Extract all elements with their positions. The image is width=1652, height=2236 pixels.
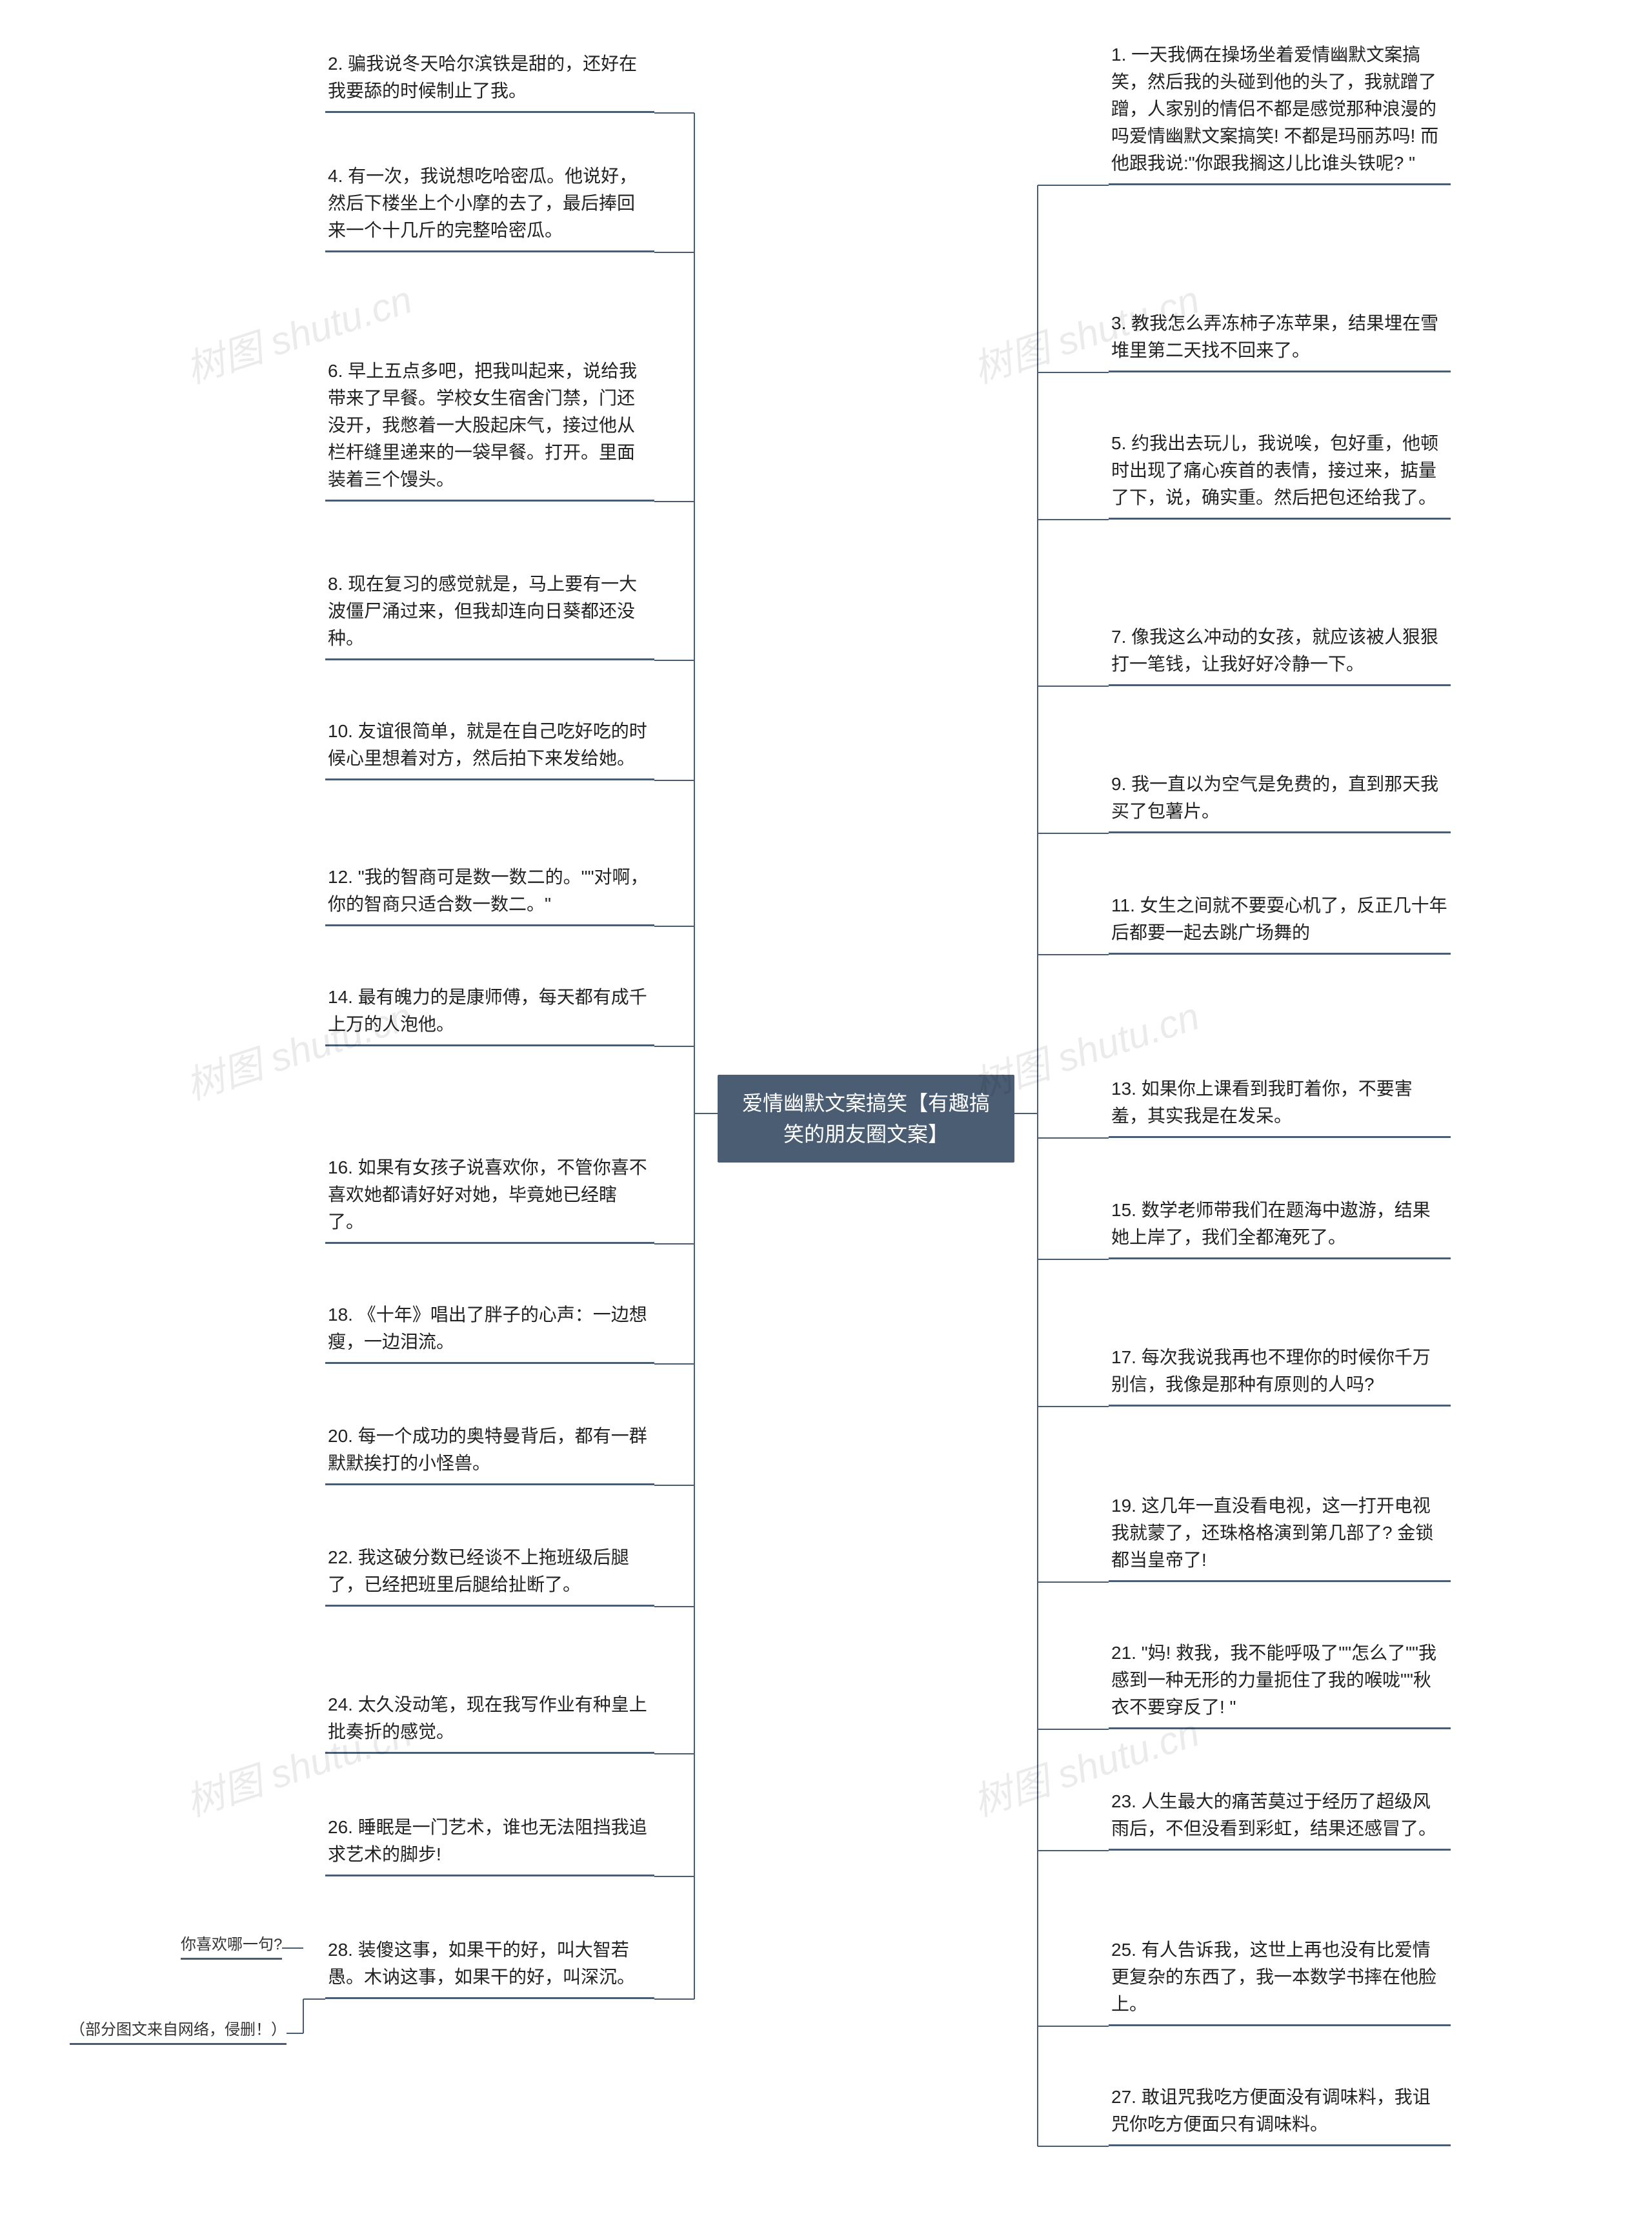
item-text: 18. 《十年》唱出了胖子的心声：一边想瘦，一边泪流。 bbox=[328, 1305, 647, 1352]
item-text: 20. 每一个成功的奥特曼背后，都有一群默默挨打的小怪兽。 bbox=[328, 1426, 647, 1473]
right-item-10: 21. "妈! 救我，我不能呼吸了""怎么了""我感到一种无形的力量扼住了我的喉… bbox=[1109, 1636, 1451, 1729]
right-item-6: 13. 如果你上课看到我盯着你，不要害羞，其实我是在发呆。 bbox=[1109, 1072, 1451, 1138]
item-text: 22. 我这破分数已经谈不上拖班级后腿了，已经把班里后腿给扯断了。 bbox=[328, 1547, 629, 1594]
item-text: 26. 睡眠是一门艺术，谁也无法阻挡我追求艺术的脚步! bbox=[328, 1817, 647, 1864]
item-text: 11. 女生之间就不要耍心机了，反正几十年后都要一起去跳广场舞的 bbox=[1111, 895, 1447, 942]
right-item-4: 9. 我一直以为空气是免费的，直到那天我买了包薯片。 bbox=[1109, 767, 1451, 833]
left-item-8: 18. 《十年》唱出了胖子的心声：一边想瘦，一边泪流。 bbox=[325, 1297, 654, 1364]
right-item-7: 15. 数学老师带我们在题海中遨游，结果她上岸了，我们全都淹死了。 bbox=[1109, 1193, 1451, 1259]
left-item-9: 20. 每一个成功的奥特曼背后，都有一群默默挨打的小怪兽。 bbox=[325, 1419, 654, 1485]
item-text: 9. 我一直以为空气是免费的，直到那天我买了包薯片。 bbox=[1111, 774, 1438, 821]
footer-note-0: 你喜欢哪一句? bbox=[181, 1931, 282, 1960]
item-text: 23. 人生最大的痛苦莫过于经历了超级风雨后，不但没看到彩虹，结果还感冒了。 bbox=[1111, 1791, 1436, 1838]
item-text: 8. 现在复习的感觉就是，马上要有一大波僵尸涌过来，但我却连向日葵都还没种。 bbox=[328, 574, 637, 648]
left-item-12: 26. 睡眠是一门艺术，谁也无法阻挡我追求艺术的脚步! bbox=[325, 1810, 654, 1876]
left-item-0: 2. 骗我说冬天哈尔滨铁是甜的，还好在我要舔的时候制止了我。 bbox=[325, 46, 654, 113]
right-item-1: 3. 教我怎么弄冻柿子冻苹果，结果埋在雪堆里第二天找不回来了。 bbox=[1109, 306, 1451, 372]
item-text: 28. 装傻这事，如果干的好，叫大智若愚。木讷这事，如果干的好，叫深沉。 bbox=[328, 1940, 635, 1987]
center-topic-label: 爱情幽默文案搞笑【有趣搞笑的朋友圈文案】 bbox=[742, 1092, 990, 1146]
item-text: 14. 最有魄力的是康师傅，每天都有成千上万的人泡他。 bbox=[328, 987, 647, 1034]
right-item-8: 17. 每次我说我再也不理你的时候你千万别信，我像是那种有原则的人吗? bbox=[1109, 1340, 1451, 1407]
item-text: 19. 这几年一直没看电视，这一打开电视我就蒙了，还珠格格演到第几部了? 金锁都… bbox=[1111, 1496, 1433, 1570]
right-item-12: 25. 有人告诉我，这世上再也没有比爱情更复杂的东西了，我一本数学书摔在他脸上。 bbox=[1109, 1933, 1451, 2026]
item-text: 6. 早上五点多吧，把我叫起来，说给我带来了早餐。学校女生宿舍门禁，门还没开，我… bbox=[328, 361, 637, 489]
item-text: 7. 像我这么冲动的女孩，就应该被人狠狠打一笔钱，让我好好冷静一下。 bbox=[1111, 627, 1438, 674]
left-item-7: 16. 如果有女孩子说喜欢你，不管你喜不喜欢她都请好好对她，毕竟她已经瞎了。 bbox=[325, 1150, 654, 1244]
left-item-10: 22. 我这破分数已经谈不上拖班级后腿了，已经把班里后腿给扯断了。 bbox=[325, 1540, 654, 1607]
item-text: 5. 约我出去玩儿，我说唉，包好重，他顿时出现了痛心疾首的表情，接过来，掂量了下… bbox=[1111, 433, 1438, 507]
right-item-5: 11. 女生之间就不要耍心机了，反正几十年后都要一起去跳广场舞的 bbox=[1109, 888, 1451, 955]
right-item-2: 5. 约我出去玩儿，我说唉，包好重，他顿时出现了痛心疾首的表情，接过来，掂量了下… bbox=[1109, 426, 1451, 520]
item-text: 27. 敢诅咒我吃方便面没有调味料，我诅咒你吃方便面只有调味料。 bbox=[1111, 2087, 1431, 2134]
item-text: 2. 骗我说冬天哈尔滨铁是甜的，还好在我要舔的时候制止了我。 bbox=[328, 54, 637, 101]
item-text: 13. 如果你上课看到我盯着你，不要害羞，其实我是在发呆。 bbox=[1111, 1079, 1413, 1126]
left-item-13: 28. 装傻这事，如果干的好，叫大智若愚。木讷这事，如果干的好，叫深沉。 bbox=[325, 1933, 654, 1999]
item-text: 1. 一天我俩在操场坐着爱情幽默文案搞笑，然后我的头碰到他的头了，我就蹭了蹭，人… bbox=[1111, 45, 1438, 173]
item-text: 4. 有一次，我说想吃哈密瓜。他说好，然后下楼坐上个小摩的去了，最后捧回来一个十… bbox=[328, 166, 637, 240]
right-item-13: 27. 敢诅咒我吃方便面没有调味料，我诅咒你吃方便面只有调味料。 bbox=[1109, 2080, 1451, 2146]
item-text: 3. 教我怎么弄冻柿子冻苹果，结果埋在雪堆里第二天找不回来了。 bbox=[1111, 313, 1438, 360]
left-item-4: 10. 友谊很简单，就是在自己吃好吃的时候心里想着对方，然后拍下来发给她。 bbox=[325, 714, 654, 780]
left-item-11: 24. 太久没动笔，现在我写作业有种皇上批奏折的感觉。 bbox=[325, 1687, 654, 1754]
right-item-3: 7. 像我这么冲动的女孩，就应该被人狠狠打一笔钱，让我好好冷静一下。 bbox=[1109, 620, 1451, 686]
footer-note-1: （部分图文来自网络，侵删！） bbox=[70, 2017, 287, 2045]
left-item-6: 14. 最有魄力的是康师傅，每天都有成千上万的人泡他。 bbox=[325, 980, 654, 1046]
item-text: 16. 如果有女孩子说喜欢你，不管你喜不喜欢她都请好好对她，毕竟她已经瞎了。 bbox=[328, 1157, 647, 1232]
item-text: 12. "我的智商可是数一数二的。""对啊，你的智商只适合数一数二。" bbox=[328, 867, 649, 914]
item-text: 24. 太久没动笔，现在我写作业有种皇上批奏折的感觉。 bbox=[328, 1694, 647, 1742]
item-text: 15. 数学老师带我们在题海中遨游，结果她上岸了，我们全都淹死了。 bbox=[1111, 1200, 1431, 1247]
left-item-2: 6. 早上五点多吧，把我叫起来，说给我带来了早餐。学校女生宿舍门禁，门还没开，我… bbox=[325, 354, 654, 502]
item-text: 17. 每次我说我再也不理你的时候你千万别信，我像是那种有原则的人吗? bbox=[1111, 1347, 1431, 1394]
item-text: 10. 友谊很简单，就是在自己吃好吃的时候心里想着对方，然后拍下来发给她。 bbox=[328, 721, 647, 768]
right-item-11: 23. 人生最大的痛苦莫过于经历了超级风雨后，不但没看到彩虹，结果还感冒了。 bbox=[1109, 1784, 1451, 1851]
left-item-5: 12. "我的智商可是数一数二的。""对啊，你的智商只适合数一数二。" bbox=[325, 860, 654, 926]
item-text: 25. 有人告诉我，这世上再也没有比爱情更复杂的东西了，我一本数学书摔在他脸上。 bbox=[1111, 1940, 1436, 2014]
left-item-1: 4. 有一次，我说想吃哈密瓜。他说好，然后下楼坐上个小摩的去了，最后捧回来一个十… bbox=[325, 159, 654, 252]
left-item-3: 8. 现在复习的感觉就是，马上要有一大波僵尸涌过来，但我却连向日葵都还没种。 bbox=[325, 567, 654, 660]
right-item-0: 1. 一天我俩在操场坐着爱情幽默文案搞笑，然后我的头碰到他的头了，我就蹭了蹭，人… bbox=[1109, 37, 1451, 185]
center-topic: 爱情幽默文案搞笑【有趣搞笑的朋友圈文案】 bbox=[718, 1075, 1014, 1163]
right-item-9: 19. 这几年一直没看电视，这一打开电视我就蒙了，还珠格格演到第几部了? 金锁都… bbox=[1109, 1489, 1451, 1582]
item-text: 21. "妈! 救我，我不能呼吸了""怎么了""我感到一种无形的力量扼住了我的喉… bbox=[1111, 1643, 1436, 1717]
